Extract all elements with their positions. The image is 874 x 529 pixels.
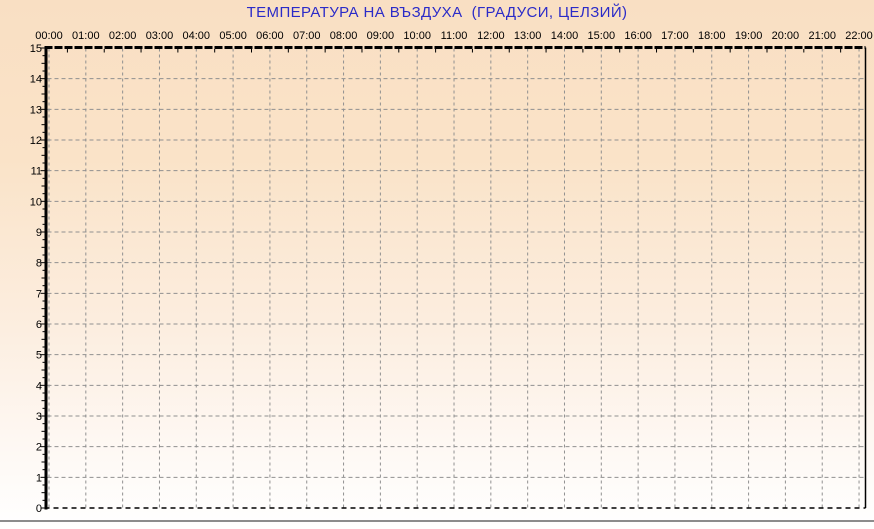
x-tick-label: 12:00 bbox=[477, 30, 505, 42]
x-tick-label: 01:00 bbox=[72, 30, 100, 42]
x-tick-label: 10:00 bbox=[403, 30, 431, 42]
grid-lines bbox=[47, 48, 865, 508]
y-tick-label: 9 bbox=[36, 227, 42, 239]
y-tick-label: 3 bbox=[36, 411, 42, 423]
x-tick-label: 05:00 bbox=[219, 30, 247, 42]
x-tick-label: 09:00 bbox=[367, 30, 395, 42]
x-tick-label: 11:00 bbox=[441, 30, 468, 42]
x-tick-label: 14:00 bbox=[551, 30, 579, 42]
x-tick-label: 22:00 bbox=[845, 30, 873, 42]
x-tick-label: 00:00 bbox=[35, 30, 63, 42]
x-tick-label: 15:00 bbox=[588, 30, 616, 42]
x-tick-label: 18:00 bbox=[698, 30, 726, 42]
axis-ticks bbox=[40, 47, 842, 509]
y-tick-label: 6 bbox=[36, 319, 42, 331]
y-tick-label: 15 bbox=[30, 43, 42, 55]
x-tick-label: 03:00 bbox=[146, 30, 174, 42]
y-tick-label: 4 bbox=[36, 380, 42, 392]
y-tick-label: 2 bbox=[36, 442, 42, 454]
x-tick-label: 06:00 bbox=[256, 30, 284, 42]
x-tick-label: 13:00 bbox=[514, 30, 542, 42]
y-tick-label: 10 bbox=[30, 196, 42, 208]
y-tick-label: 5 bbox=[36, 350, 42, 362]
axis-labels: 00:00 01:00 02:00 03:00 04:00 05:00 06:00 07:00… bbox=[30, 30, 873, 515]
x-tick-label: 17:00 bbox=[661, 30, 689, 42]
y-tick-label: 11 bbox=[31, 166, 42, 178]
y-tick-label: 1 bbox=[36, 472, 42, 484]
y-tick-label: 12 bbox=[30, 135, 42, 147]
y-tick-label: 7 bbox=[36, 288, 42, 300]
x-tick-label: 04:00 bbox=[183, 30, 211, 42]
panel-divider bbox=[0, 520, 874, 522]
x-tick-label: 07:00 bbox=[293, 30, 321, 42]
x-tick-label: 08:00 bbox=[330, 30, 358, 42]
y-tick-label: 13 bbox=[30, 104, 42, 116]
x-tick-label: 20:00 bbox=[772, 30, 800, 42]
x-tick-label: 16:00 bbox=[624, 30, 652, 42]
x-tick-label: 02:00 bbox=[109, 30, 137, 42]
y-tick-label: 8 bbox=[36, 258, 42, 270]
chart-title: ТЕМПЕРАТУРА НА ВЪЗДУХА (ГРАДУСИ, ЦЕЛЗИЙ) bbox=[246, 4, 628, 21]
axes bbox=[44, 46, 867, 510]
x-tick-label: 21:00 bbox=[808, 30, 836, 42]
y-tick-label: 0 bbox=[36, 503, 42, 515]
y-tick-label: 14 bbox=[30, 74, 42, 86]
plot-area bbox=[46, 48, 866, 509]
x-tick-label: 19:00 bbox=[735, 30, 763, 42]
